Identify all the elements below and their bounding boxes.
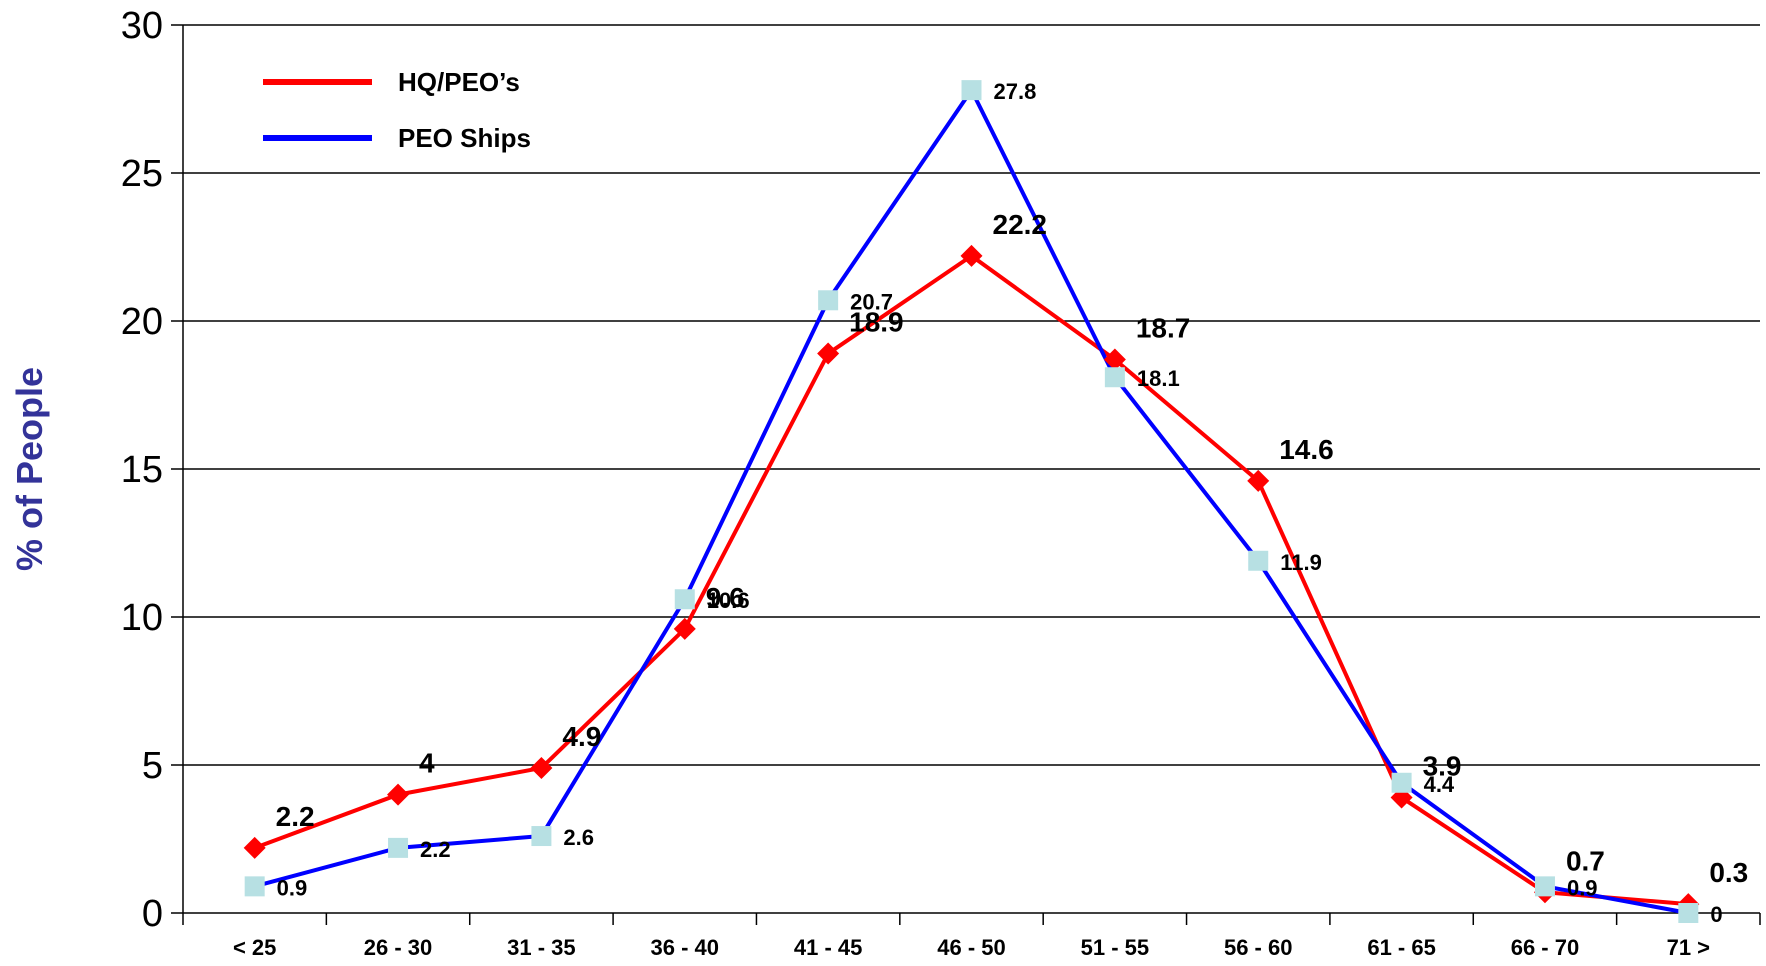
marker-square (1678, 903, 1699, 923)
marker-diamond (530, 756, 553, 779)
data-label: 0 (1710, 902, 1722, 927)
x-tick-label: 26 - 30 (364, 935, 433, 960)
data-label: 20.7 (850, 289, 893, 314)
y-axis-ticks: 0 5 10 15 20 25 30 (121, 5, 183, 935)
series-line-0 (253, 253, 1689, 907)
y-tick-label: 30 (121, 5, 163, 47)
y-tick-label: 25 (121, 153, 163, 195)
x-tick-label: 36 - 40 (651, 935, 720, 960)
x-tick-label: 51 - 55 (1081, 935, 1150, 960)
data-label: 0.7 (1566, 845, 1605, 876)
marker-square (961, 80, 982, 101)
x-tick-label: 31 - 35 (507, 935, 576, 960)
data-label: 4.4 (1424, 772, 1455, 797)
y-tick-label: 15 (121, 449, 163, 491)
data-label: 2.2 (276, 801, 315, 832)
data-label: 2.6 (563, 825, 594, 850)
x-tick-label: 61 - 65 (1367, 935, 1436, 960)
marker-square (1534, 876, 1555, 897)
marker-square (531, 826, 552, 847)
marker-square (388, 837, 409, 858)
data-label: 9.6 (706, 582, 745, 613)
y-tick-label: 20 (121, 301, 163, 343)
x-tick-label: 46 - 50 (937, 935, 1006, 960)
marker-diamond (673, 617, 696, 640)
y-tick-label: 10 (121, 597, 163, 639)
y-axis-label: % of People (9, 367, 50, 571)
data-labels: 2.2 4 4.9 9.6 18.9 22.2 18.7 14.6 3.9 0.7 0.3 0.9 2.… (276, 79, 1749, 927)
y-tick-label: 0 (142, 893, 163, 935)
legend: HQ/PEO’s PEO Ships (263, 67, 531, 153)
data-label: 18.7 (1136, 312, 1191, 343)
marker-square (1104, 367, 1125, 388)
data-label: 4 (419, 748, 435, 779)
data-label: 22.2 (993, 209, 1048, 240)
data-label: 18.9 (849, 307, 904, 338)
marker-square (1248, 550, 1269, 571)
x-tick-label: < 25 (233, 935, 276, 960)
series-lines (253, 88, 1689, 915)
data-label: 0.9 (1567, 875, 1598, 900)
x-tick-label: 66 - 70 (1511, 935, 1580, 960)
series-line-1 (254, 88, 1689, 915)
data-label: 2.2 (420, 837, 451, 862)
data-label: 11.9 (1280, 550, 1322, 575)
marker-diamond (243, 836, 266, 859)
data-label: 3.9 (1423, 751, 1462, 782)
data-label: 10.6 (707, 588, 750, 613)
marker-diamond (1247, 469, 1270, 492)
data-label: 0.3 (1709, 857, 1748, 888)
gridlines (183, 24, 1760, 766)
x-tick-label: 56 - 60 (1224, 935, 1293, 960)
data-label: 27.8 (994, 79, 1037, 104)
x-tick-label: 71 > (1667, 935, 1710, 960)
marker-square (244, 876, 265, 897)
data-label: 4.9 (562, 721, 601, 752)
marker-square (674, 589, 695, 610)
marker-diamond (960, 244, 983, 267)
x-tick-label: 41 - 45 (794, 935, 863, 960)
y-tick-label: 5 (142, 745, 163, 787)
marker-diamond (817, 342, 840, 365)
legend-label: PEO Ships (398, 123, 531, 153)
data-label: 0.9 (277, 875, 308, 900)
marker-square (1391, 772, 1412, 793)
marker-square (818, 290, 839, 311)
data-label: 14.6 (1279, 434, 1334, 465)
x-axis-ticks: < 25 26 - 30 31 - 35 36 - 40 41 - 45 46 - 50 5… (182, 913, 1761, 960)
data-label: 18.1 (1137, 366, 1180, 391)
marker-diamond (387, 783, 410, 806)
series-markers (243, 80, 1700, 923)
legend-label: HQ/PEO’s (398, 67, 520, 97)
marker-diamond (1103, 348, 1126, 371)
